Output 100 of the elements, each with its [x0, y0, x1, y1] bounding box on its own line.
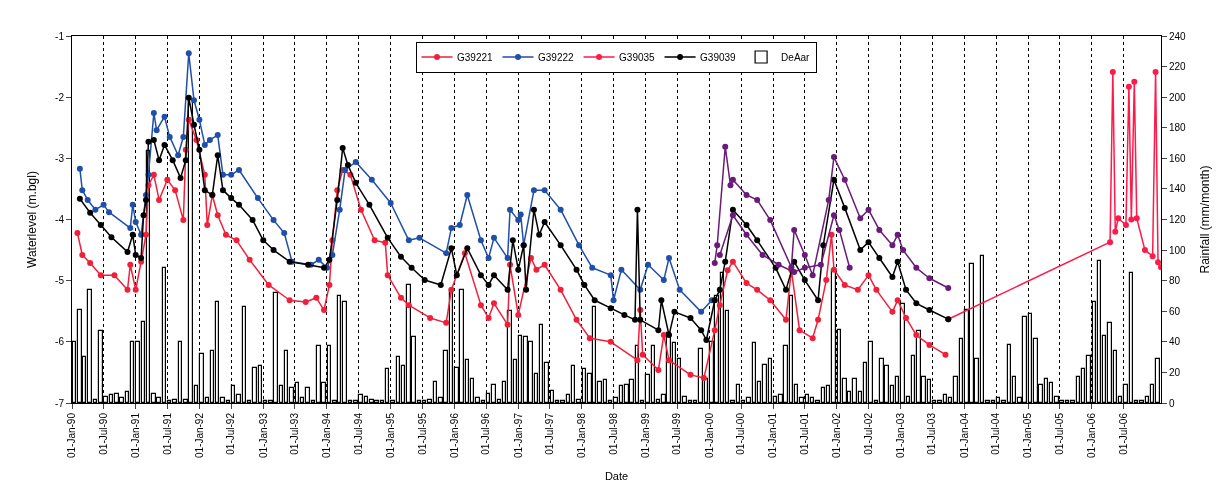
- point: [759, 251, 766, 258]
- y-axis-title: Waterlevel (m.bgl): [25, 171, 40, 268]
- point: [926, 275, 933, 282]
- x-tick-label: 01-Jan-91: [129, 412, 141, 459]
- point: [894, 231, 901, 238]
- y-tick-label: -2: [55, 91, 65, 103]
- point: [716, 251, 723, 258]
- point: [830, 212, 837, 219]
- point: [722, 143, 729, 150]
- point: [754, 196, 761, 203]
- y2-tick-label: 0: [1169, 397, 1175, 409]
- point: [857, 215, 864, 222]
- point: [1128, 216, 1135, 223]
- x-tick-label: 01-Jul-95: [416, 412, 428, 455]
- x-tick-label: 01-Jul-06: [1117, 412, 1129, 455]
- x-tick-label: 01-Jul-04: [990, 412, 1002, 455]
- point: [900, 247, 907, 254]
- point: [791, 226, 798, 233]
- point: [767, 217, 774, 224]
- x-tick-label: 01-Jan-96: [448, 412, 460, 459]
- point: [1112, 228, 1119, 235]
- y2-tick-label: 40: [1169, 336, 1181, 348]
- point: [846, 264, 853, 271]
- y2-tick-label: 120: [1169, 214, 1187, 225]
- point: [1125, 83, 1132, 90]
- point: [801, 264, 808, 271]
- point: [711, 259, 718, 266]
- point: [714, 242, 721, 249]
- x-tick-label: 01-Jan-02: [831, 412, 843, 459]
- point: [1107, 239, 1114, 246]
- x-tick-label: 01-Jul-01: [799, 412, 811, 455]
- x-tick-label: 01-Jan-03: [894, 412, 906, 459]
- x-tick-label: 01-Jan-99: [639, 412, 651, 459]
- point: [945, 285, 952, 292]
- x-tick-label: 01-Jul-03: [926, 412, 938, 455]
- legend-label: G39035: [619, 51, 656, 63]
- x-tick-label: 01-Jul-92: [225, 412, 237, 455]
- x-axis-title: Date: [604, 470, 629, 483]
- x-tick-label: 01-Jan-04: [958, 412, 970, 459]
- y-tick-label: -5: [55, 275, 65, 287]
- legend-label: G39221: [457, 51, 494, 63]
- x-tick-label: 01-Jul-91: [161, 412, 173, 455]
- point: [1122, 222, 1129, 229]
- point: [825, 196, 832, 203]
- point: [817, 261, 824, 268]
- x-tick-label: 01-Jan-01: [767, 412, 779, 459]
- x-tick-label: 01-Jan-90: [66, 412, 78, 459]
- point: [727, 182, 734, 189]
- y-tick-label: -4: [55, 214, 65, 225]
- point: [865, 206, 872, 213]
- x-tick-label: 01-Jan-94: [321, 412, 333, 459]
- y-tick-label: -6: [55, 336, 65, 348]
- x-tick-label: 01-Jan-95: [384, 412, 396, 459]
- x-tick-label: 01-Jul-98: [607, 412, 619, 455]
- y-tick-label: -3: [55, 152, 65, 164]
- x-tick-label: 01-Jul-93: [289, 412, 301, 455]
- x-tick-label: 01-Jul-94: [352, 412, 364, 455]
- x-tick-label: 01-Jan-92: [193, 412, 205, 459]
- point: [1131, 78, 1138, 85]
- y-tick-label: -7: [55, 397, 65, 409]
- point: [729, 212, 736, 219]
- y2-tick-label: 220: [1169, 61, 1187, 73]
- point: [801, 251, 808, 258]
- x-tick-label: 01-Jan-05: [1022, 412, 1034, 459]
- y2-tick-label: 240: [1169, 30, 1187, 42]
- x-tick-label: 01-Jan-06: [1086, 412, 1098, 459]
- y2-tick-label: 140: [1169, 183, 1187, 195]
- x-tick-label: 01-Jul-90: [97, 412, 109, 455]
- x-tick-label: 01-Jul-99: [671, 412, 683, 455]
- point: [1109, 69, 1116, 76]
- point: [743, 231, 750, 238]
- y2-tick-label: 200: [1169, 91, 1187, 103]
- point: [913, 264, 920, 271]
- point: [836, 226, 843, 233]
- x-tick-label: 01-Jul-00: [735, 412, 747, 455]
- legend-label: G39222: [538, 51, 575, 63]
- legend-label: DeAar: [781, 51, 811, 63]
- point: [841, 176, 848, 183]
- x-tick-label: 01-Jul-05: [1054, 412, 1066, 455]
- x-tick-label: 01-Jan-00: [703, 412, 715, 459]
- legend-label: G39039: [700, 51, 737, 63]
- point: [1133, 215, 1140, 222]
- point: [1115, 215, 1122, 222]
- x-tick-label: 01-Jan-97: [512, 412, 524, 459]
- point: [729, 176, 736, 183]
- point: [1155, 259, 1161, 266]
- y-tick-label: -1: [55, 30, 65, 42]
- y2-tick-label: 100: [1169, 244, 1187, 256]
- point: [1141, 247, 1148, 254]
- point: [1152, 69, 1159, 76]
- y2-tick-label: 60: [1169, 305, 1181, 317]
- point: [1149, 253, 1156, 260]
- y2-tick-label: 80: [1169, 275, 1181, 287]
- y2-tick-label: 180: [1169, 122, 1187, 134]
- point: [830, 154, 837, 161]
- y2-axis-title: Rainfall (mm/month): [1198, 165, 1213, 274]
- point: [809, 272, 816, 279]
- x-tick-label: 01-Jul-96: [480, 412, 492, 455]
- x-tick-label: 01-Jan-98: [576, 412, 588, 459]
- point: [876, 226, 883, 233]
